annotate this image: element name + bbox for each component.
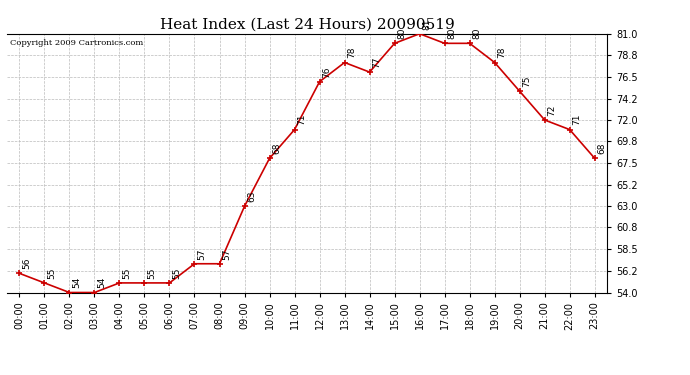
Text: 55: 55 <box>122 267 131 279</box>
Text: 55: 55 <box>47 267 56 279</box>
Text: 80: 80 <box>447 28 456 39</box>
Text: 71: 71 <box>573 114 582 125</box>
Text: 57: 57 <box>197 248 206 259</box>
Text: 54: 54 <box>72 277 81 288</box>
Title: Heat Index (Last 24 Hours) 20090519: Heat Index (Last 24 Hours) 20090519 <box>159 17 455 31</box>
Text: 76: 76 <box>322 66 331 78</box>
Text: 78: 78 <box>347 47 356 58</box>
Text: 72: 72 <box>547 105 556 116</box>
Text: 78: 78 <box>497 47 506 58</box>
Text: 54: 54 <box>97 277 106 288</box>
Text: 80: 80 <box>473 28 482 39</box>
Text: 81: 81 <box>422 18 431 30</box>
Text: 57: 57 <box>222 248 231 259</box>
Text: 80: 80 <box>397 28 406 39</box>
Text: 55: 55 <box>147 267 156 279</box>
Text: 77: 77 <box>373 56 382 68</box>
Text: 75: 75 <box>522 76 531 87</box>
Text: 63: 63 <box>247 190 256 202</box>
Text: Copyright 2009 Cartronics.com: Copyright 2009 Cartronics.com <box>10 39 143 47</box>
Text: 55: 55 <box>172 267 181 279</box>
Text: 56: 56 <box>22 258 31 269</box>
Text: 71: 71 <box>297 114 306 125</box>
Text: 68: 68 <box>598 142 607 154</box>
Text: 68: 68 <box>273 142 282 154</box>
